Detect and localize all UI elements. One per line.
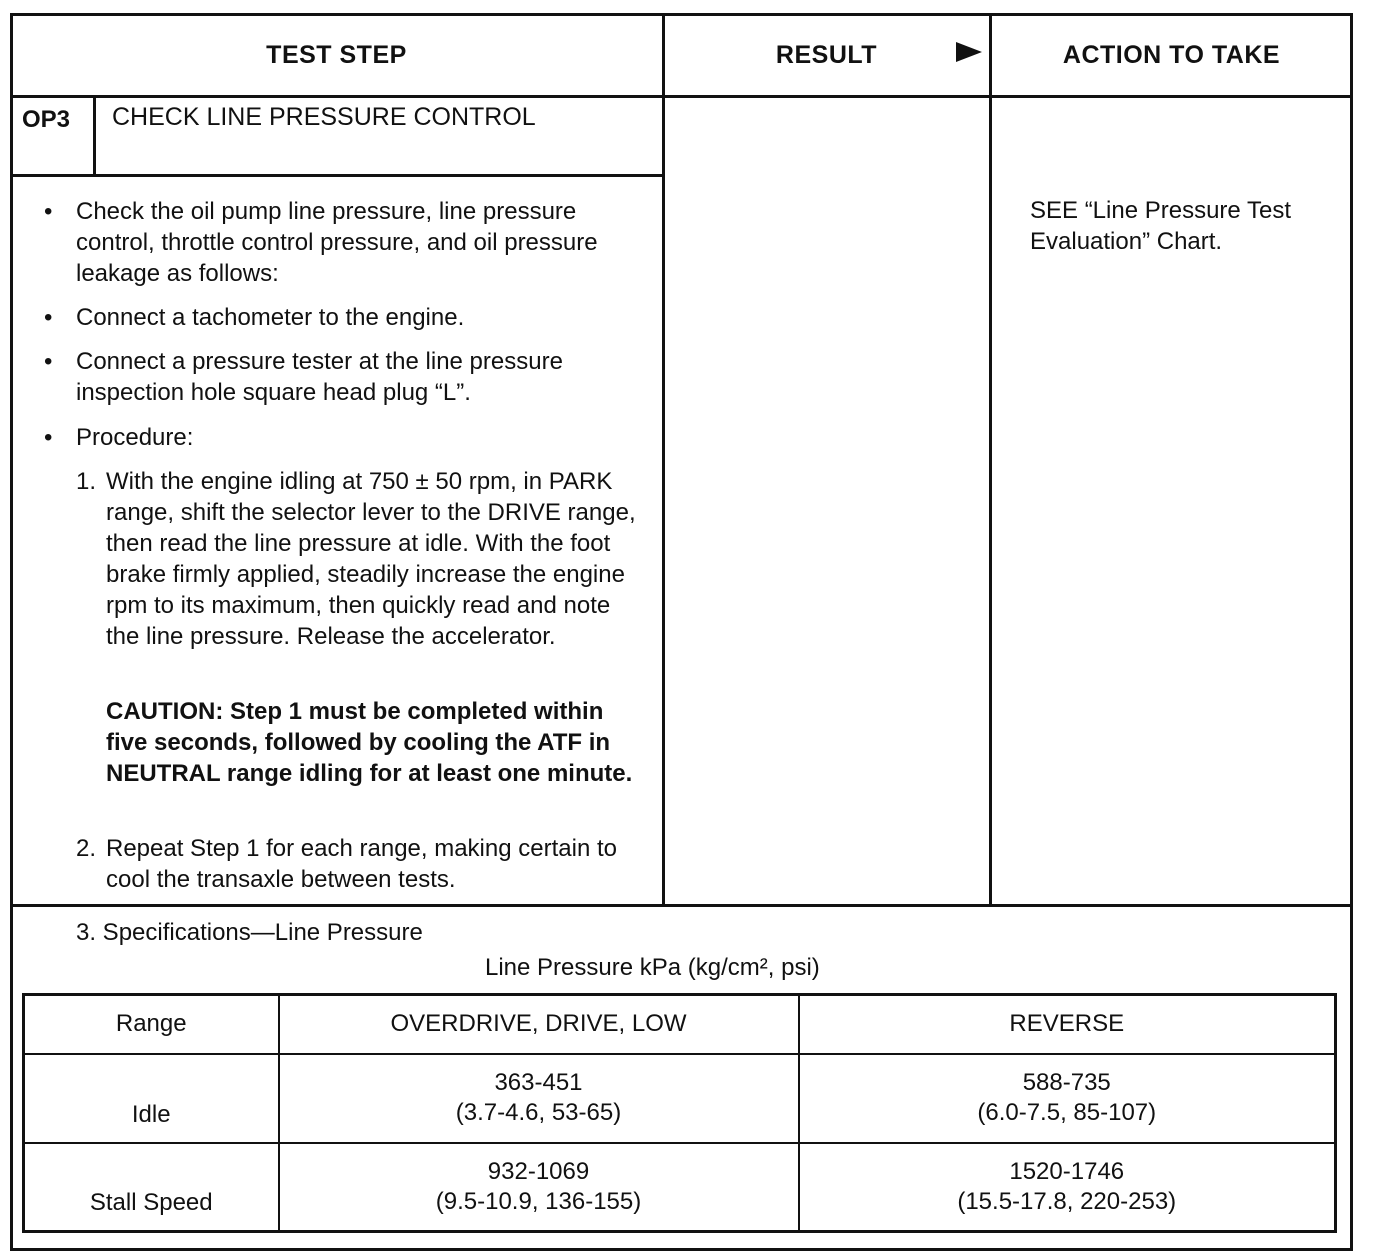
- bullet-item: Procedure:: [76, 424, 194, 451]
- kpa-value: 932-1069: [487, 1157, 590, 1185]
- bullet-item: Connect a tachometer to the engine.: [76, 304, 465, 331]
- specs-heading: 3. Specifications—Line Pressure: [76, 919, 423, 946]
- header-result: RESULT: [663, 13, 990, 97]
- procedure-number: 2.: [76, 835, 97, 862]
- header-action: ACTION TO TAKE: [1062, 40, 1281, 69]
- procedure-step: Repeat Step 1 for each range, making cer…: [106, 835, 617, 893]
- divider: [989, 13, 992, 906]
- reverse-cell: 1520-1746 (15.5-17.8, 220-253): [797, 1141, 1337, 1233]
- drive-cell: 363-451 (3.7-4.6, 53-65): [277, 1052, 800, 1144]
- range-cell: Stall Speed: [22, 1141, 280, 1233]
- kgcm-psi-value: (15.5-17.8, 220-253): [957, 1187, 1177, 1215]
- kpa-value: 588-735: [1022, 1069, 1111, 1096]
- test-step-table: [10, 13, 1353, 1251]
- table-header-row: Range OVERDRIVE, DRIVE, LOW REVERSE: [22, 993, 1337, 1055]
- kgcm-psi-value: (6.0-7.5, 85-107): [977, 1099, 1157, 1126]
- caution-note: CAUTION: Step 1 must be completed within…: [106, 698, 633, 787]
- triangle-right-icon: [956, 42, 982, 62]
- bullet-item: Check the oil pump line pressure, line p…: [76, 198, 598, 287]
- header-result-label: RESULT: [775, 40, 878, 69]
- range-cell: Idle: [22, 1052, 280, 1144]
- procedure-step: With the engine idling at 750 ± 50 rpm, …: [106, 468, 636, 650]
- column-header: Range: [22, 993, 280, 1055]
- kpa-value: 363-451: [494, 1069, 583, 1096]
- step-title: CHECK LINE PRESSURE CONTROL: [112, 103, 536, 131]
- divider: [93, 96, 96, 176]
- kgcm-psi-value: (3.7-4.6, 53-65): [455, 1099, 622, 1126]
- header-test-step: TEST STEP: [266, 40, 407, 69]
- line-pressure-spec-table: Range OVERDRIVE, DRIVE, LOW REVERSE Idle…: [22, 993, 1337, 1233]
- table-row: Idle 363-451 (3.7-4.6, 53-65) 588-735 (6.0…: [22, 1052, 1337, 1144]
- kpa-value: 1520-1746: [1009, 1157, 1125, 1185]
- procedure-number: 1.: [76, 468, 97, 495]
- divider: [10, 904, 1353, 907]
- divider: [662, 13, 665, 906]
- column-header: REVERSE: [797, 993, 1337, 1055]
- divider: [10, 95, 1353, 98]
- action-text: SEE “Line Pressure Test Evaluation” Char…: [1030, 197, 1292, 255]
- step-id: OP3: [22, 106, 71, 133]
- bullet-item: Connect a pressure tester at the line pr…: [76, 348, 563, 406]
- reverse-cell: 588-735 (6.0-7.5, 85-107): [797, 1052, 1337, 1144]
- kgcm-psi-value: (9.5-10.9, 136-155): [435, 1187, 642, 1215]
- column-header: OVERDRIVE, DRIVE, LOW: [277, 993, 800, 1055]
- specs-subheading: Line Pressure kPa (kg/cm², psi): [485, 954, 820, 981]
- table-row: Stall Speed 932-1069 (9.5-10.9, 136-155) …: [22, 1141, 1337, 1233]
- divider: [10, 174, 664, 177]
- drive-cell: 932-1069 (9.5-10.9, 136-155): [277, 1141, 800, 1233]
